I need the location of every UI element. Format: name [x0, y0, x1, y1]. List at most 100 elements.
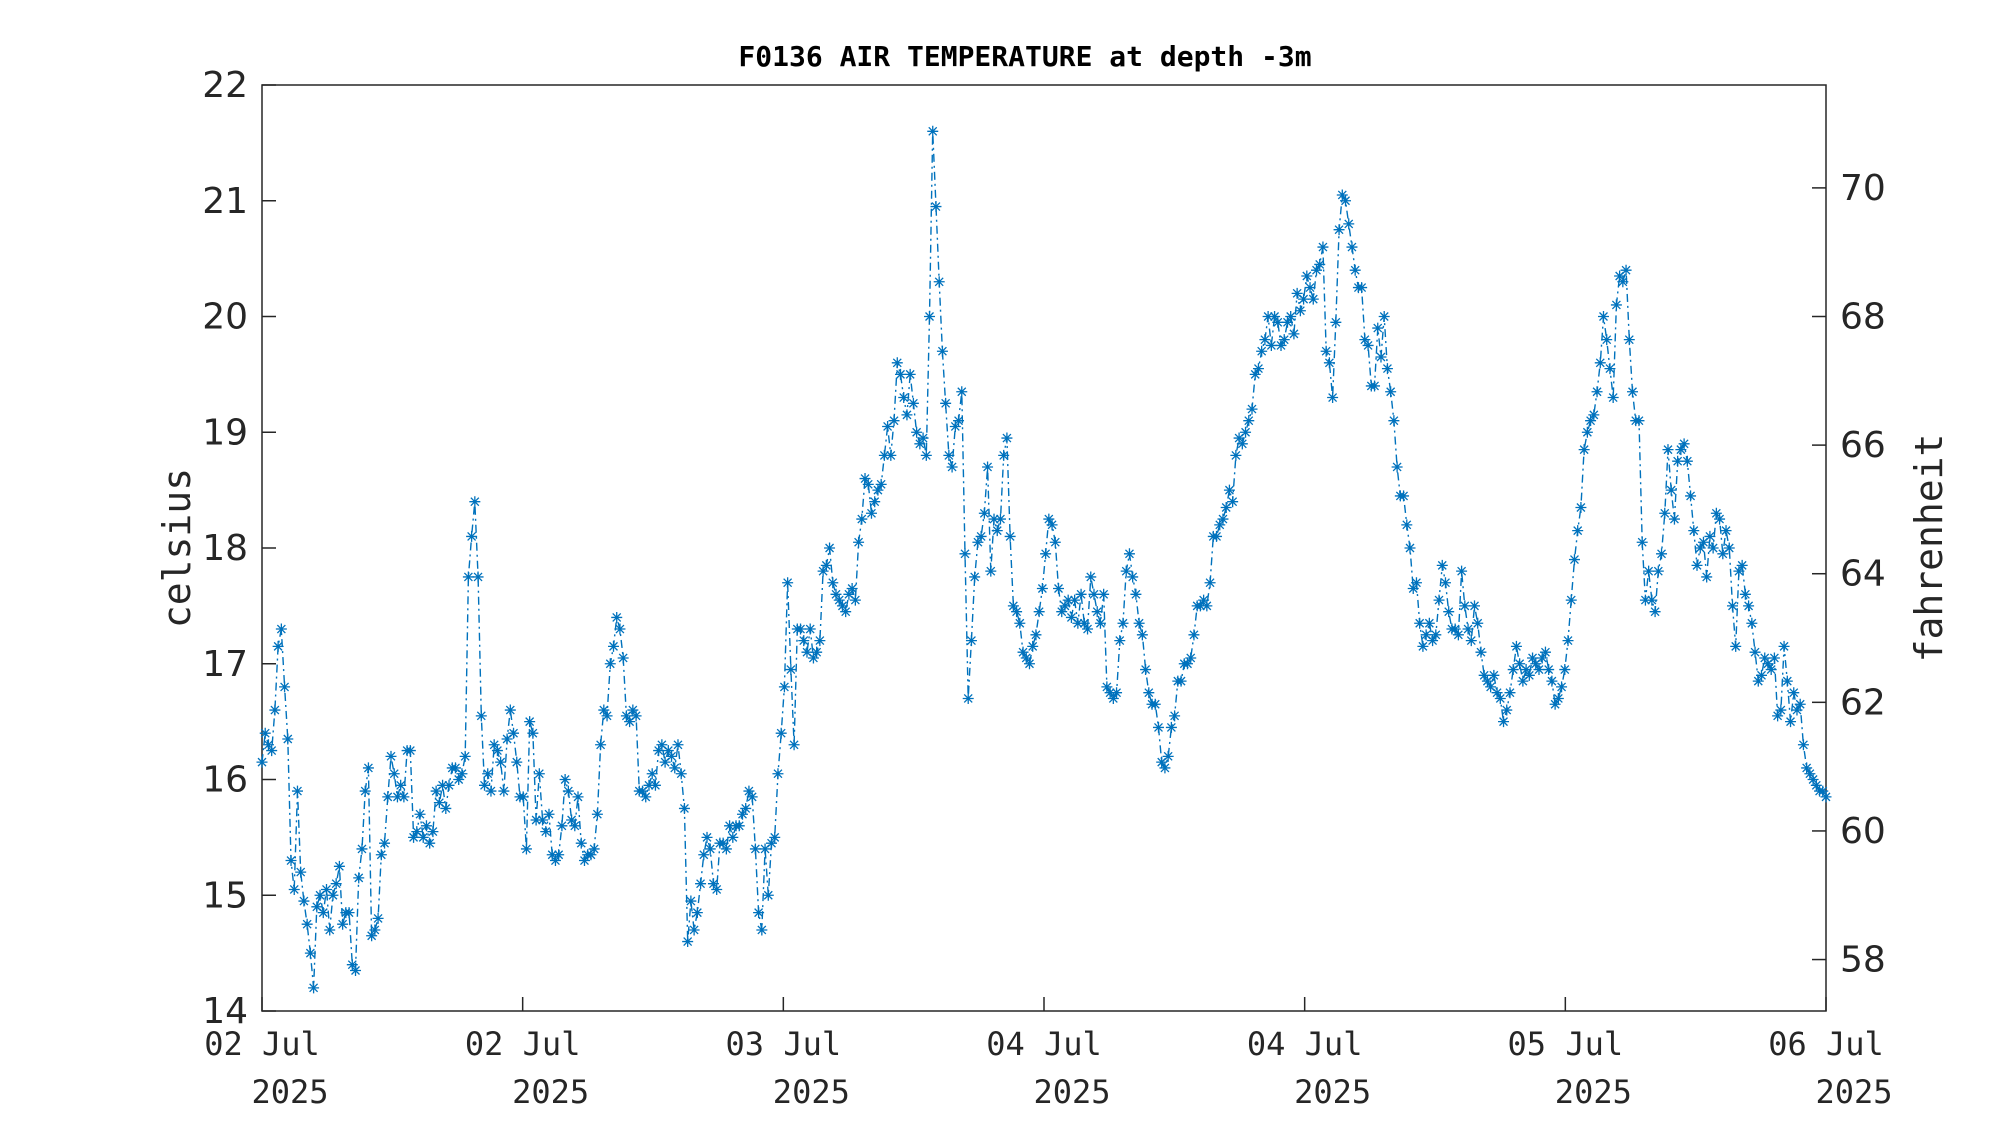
- data-point: [1343, 218, 1355, 230]
- data-point: [1752, 675, 1764, 687]
- data-point: [569, 820, 581, 832]
- data-point: [1391, 461, 1403, 473]
- data-point: [1668, 513, 1680, 525]
- data-point: [1739, 588, 1751, 600]
- data-point: [1194, 600, 1206, 612]
- data-point: [1159, 762, 1171, 774]
- x-tick-year: 2025: [251, 1073, 328, 1111]
- data-point: [662, 745, 674, 757]
- data-point: [1198, 594, 1210, 606]
- data-point: [1578, 444, 1590, 456]
- data-point: [1246, 403, 1258, 415]
- data-point: [1756, 669, 1768, 681]
- data-point: [804, 623, 816, 635]
- y-tick-label: 19: [202, 412, 248, 453]
- data-point: [998, 449, 1010, 461]
- data-point: [1001, 432, 1013, 444]
- data-point: [1133, 617, 1145, 629]
- data-point: [1539, 646, 1551, 658]
- data-point: [495, 756, 507, 768]
- y-tick-label: 21: [202, 181, 248, 222]
- data-point: [279, 681, 291, 693]
- data-point: [350, 964, 362, 976]
- data-point: [1494, 692, 1506, 704]
- data-point: [472, 571, 484, 583]
- data-point: [1123, 548, 1135, 560]
- data-point: [1152, 721, 1164, 733]
- data-point: [420, 820, 432, 832]
- data-point: [956, 386, 968, 398]
- data-point: [1240, 426, 1252, 438]
- data-point: [1459, 600, 1471, 612]
- y-tick-label: 15: [202, 875, 248, 916]
- data-point: [1082, 623, 1094, 635]
- data-point: [1007, 600, 1019, 612]
- data-point: [1591, 386, 1603, 398]
- data-point: [1462, 623, 1474, 635]
- data-point: [1281, 316, 1293, 328]
- data-point: [675, 768, 687, 780]
- data-point: [1004, 530, 1016, 542]
- data-point: [911, 426, 923, 438]
- y2-tick-label: 70: [1840, 168, 1886, 209]
- data-point: [1040, 548, 1052, 560]
- data-point: [759, 843, 771, 855]
- y-tick-label: 18: [202, 528, 248, 569]
- data-point: [1785, 716, 1797, 728]
- data-point: [591, 808, 603, 820]
- data-point: [753, 907, 765, 919]
- data-point: [1359, 334, 1371, 346]
- data-point: [946, 461, 958, 473]
- data-point: [1182, 658, 1193, 670]
- data-point: [1398, 490, 1410, 502]
- data-point: [588, 843, 600, 855]
- data-point: [408, 831, 420, 843]
- data-point: [1027, 640, 1039, 652]
- data-point: [540, 826, 552, 838]
- data-point: [388, 768, 400, 780]
- data-point: [456, 768, 468, 780]
- data-point: [972, 536, 984, 548]
- data-point: [1017, 646, 1029, 658]
- data-point: [875, 478, 887, 490]
- data-point: [640, 791, 652, 803]
- data-point: [1439, 577, 1451, 589]
- data-point: [743, 785, 755, 797]
- data-point: [320, 883, 332, 895]
- data-point: [1807, 774, 1819, 785]
- data-point: [404, 745, 416, 757]
- x-tick-label: 02 Jul: [204, 1025, 320, 1063]
- data-point: [1485, 681, 1497, 693]
- data-point: [869, 496, 881, 508]
- data-point: [1639, 594, 1651, 606]
- data-point: [772, 768, 784, 780]
- data-point: [1765, 664, 1777, 676]
- data-point: [285, 855, 297, 867]
- data-point: [1165, 721, 1177, 733]
- data-point: [749, 843, 761, 855]
- data-point: [991, 525, 1003, 537]
- data-point: [1275, 339, 1287, 351]
- data-point: [1443, 606, 1455, 618]
- data-point: [1688, 525, 1700, 537]
- data-point: [1236, 438, 1248, 450]
- data-point: [769, 831, 781, 843]
- data-point: [1733, 565, 1745, 577]
- data-point: [1272, 316, 1284, 328]
- data-point: [785, 664, 797, 676]
- data-point: [701, 831, 713, 843]
- data-point: [379, 837, 391, 849]
- data-point: [324, 924, 336, 936]
- data-point: [1562, 635, 1574, 647]
- data-point: [898, 392, 910, 404]
- data-point: [865, 507, 877, 519]
- data-point: [1652, 565, 1664, 577]
- data-point: [620, 710, 632, 722]
- data-point: [1188, 629, 1200, 641]
- data-point: [1414, 617, 1426, 629]
- data-point: [1469, 600, 1480, 612]
- data-point: [1256, 345, 1268, 357]
- data-point: [1307, 293, 1319, 305]
- data-point: [372, 912, 384, 924]
- data-point: [1726, 600, 1738, 612]
